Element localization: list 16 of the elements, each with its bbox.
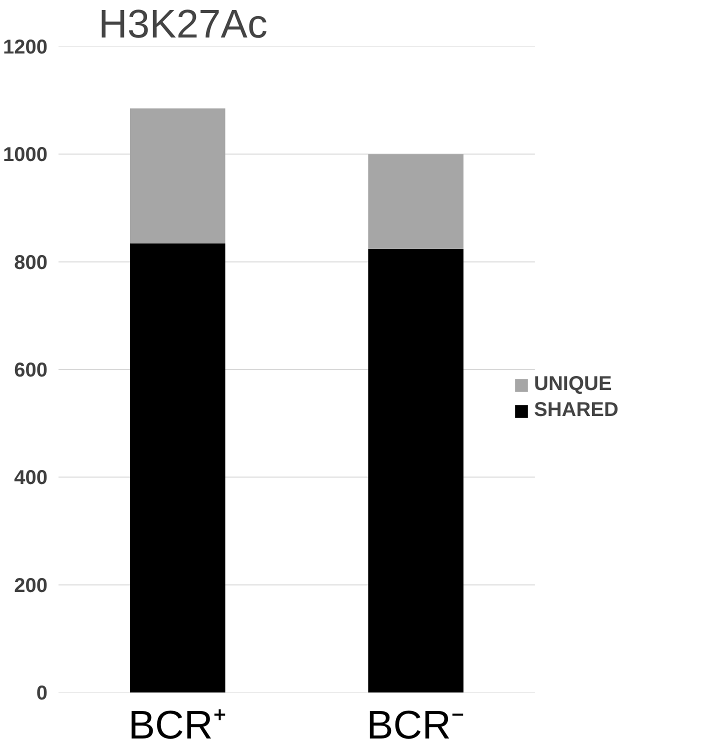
bar (368, 154, 464, 249)
y-tick-label: 800 (14, 252, 48, 274)
y-tick-label: 0 (36, 682, 48, 704)
bar (368, 248, 464, 692)
legend-label: UNIQUE (534, 373, 612, 396)
y-tick-label: 400 (14, 467, 48, 490)
chart-title: H3K27Ac (98, 2, 268, 46)
y-tick-label: 600 (14, 360, 48, 382)
bar (130, 108, 226, 244)
bar (130, 244, 226, 692)
legend-label: SHARED (534, 399, 618, 422)
x-tick-label: BCR⁻ (366, 704, 466, 748)
x-tick-label: BCR⁺ (128, 704, 227, 748)
y-tick-label: 200 (14, 574, 48, 597)
y-tick-label: 1000 (3, 144, 48, 166)
y-tick-label: 1200 (3, 36, 48, 58)
